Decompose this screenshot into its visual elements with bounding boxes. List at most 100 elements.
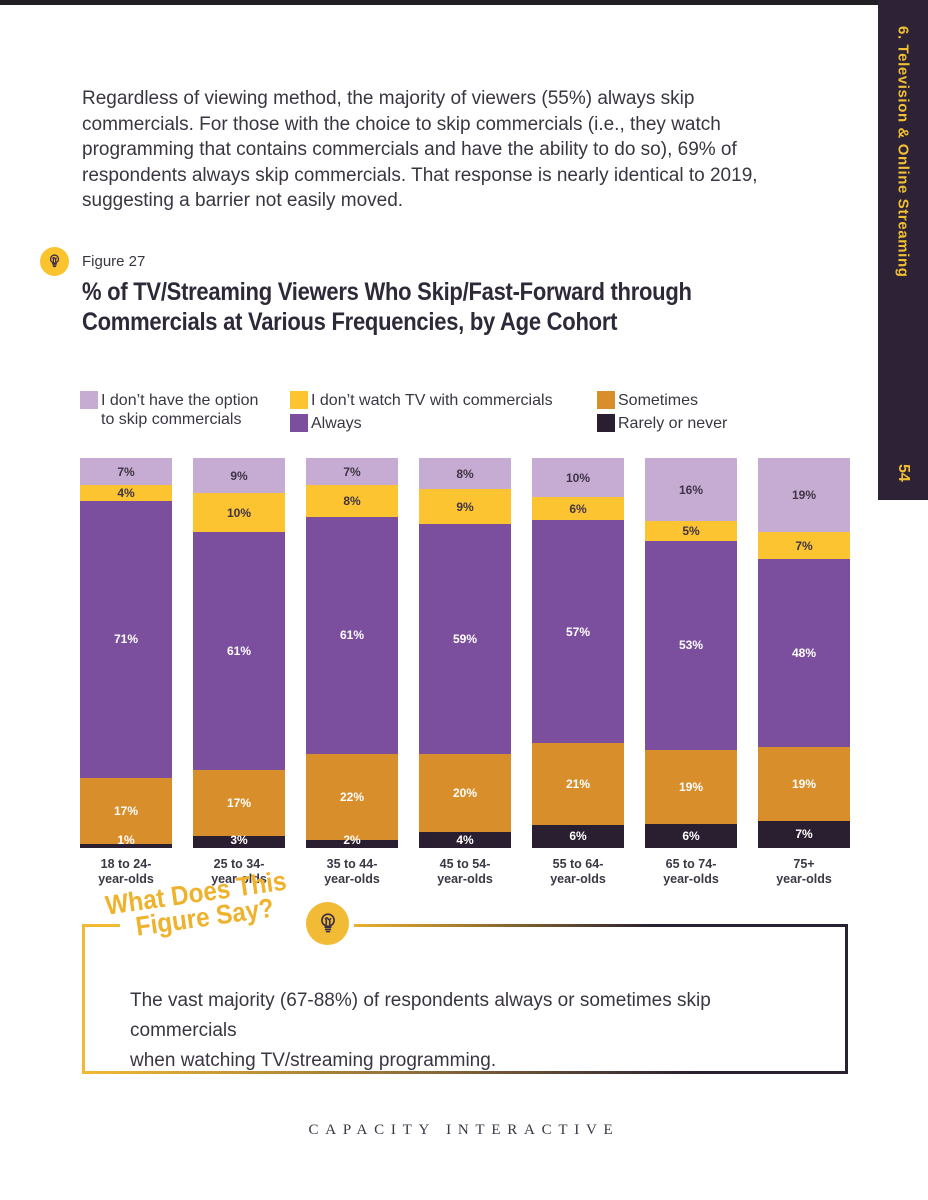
page-top-strip: [0, 0, 928, 5]
lightbulb-icon: [49, 254, 60, 268]
bar-value-label: 6%: [569, 829, 587, 844]
bar-column: 19% 7% 48% 19% 7% 75+ year-olds: [758, 458, 850, 887]
figure-title: % of TV/Streaming Viewers Who Skip/Fast-…: [82, 277, 692, 337]
bar-segment: 48%: [758, 559, 850, 747]
legend-item: Sometimes: [597, 391, 727, 410]
bar-value-label: 22%: [339, 790, 365, 805]
bar-value-label: 17%: [226, 796, 252, 811]
figure-label: Figure 27: [82, 253, 146, 270]
x-axis-label: 65 to 74- year-olds: [663, 857, 719, 886]
bar-segment: 59%: [419, 524, 511, 755]
bar-segment: 8%: [419, 458, 511, 490]
bar-stack: 19% 7% 48% 19% 7%: [758, 458, 850, 848]
bar-value-label: 19%: [791, 488, 817, 503]
bar-value-label: 8%: [456, 466, 474, 481]
page-number: 54: [895, 464, 912, 482]
bar-value-label: 10%: [226, 505, 252, 520]
bar-segment: 7%: [758, 532, 850, 560]
bar-segment: 19%: [758, 458, 850, 533]
legend-label: I don’t have the option to skip commerci…: [101, 392, 259, 428]
x-axis-label: 75+ year-olds: [776, 857, 832, 886]
bar-value-label: 61%: [339, 628, 365, 643]
bar-stack: 7% 4% 71% 17% 1%: [80, 458, 172, 848]
bar-stack: 16% 5% 53% 19% 6%: [645, 458, 737, 848]
bar-stack: 10% 6% 57% 21% 6%: [532, 458, 624, 849]
bar-value-label: 9%: [456, 499, 474, 514]
legend-swatch: [80, 391, 98, 409]
x-axis-label: 35 to 44- year-olds: [324, 857, 380, 886]
bar-segment: 5%: [645, 521, 737, 541]
bar-column: 10% 6% 57% 21% 6% 55 to 64- year-olds: [532, 458, 624, 887]
legend-item: Always: [290, 414, 553, 433]
legend-column: I don’t watch TV with commercials Always: [290, 391, 553, 437]
figure-callout-box: What Does This Figure Say? The vast majo…: [82, 866, 848, 1074]
x-axis-label: 25 to 34- year-olds: [211, 857, 267, 886]
bar-segment: 1%: [80, 833, 172, 848]
bar-segment: 4%: [419, 832, 511, 848]
bar-segment: 4%: [80, 485, 172, 501]
legend-label: Sometimes: [618, 392, 699, 409]
bar-segment: 57%: [532, 520, 624, 743]
bar-value-label: 61%: [226, 644, 252, 659]
chapter-title: 6. Television & Online Streaming: [894, 26, 912, 278]
bar-value-label: 53%: [678, 638, 704, 653]
bar-segment: 7%: [758, 820, 850, 848]
bar-value-label: 10%: [565, 470, 591, 485]
bar-value-label: 71%: [113, 632, 139, 647]
chart-legend: I don’t have the option to skip commerci…: [80, 391, 860, 439]
bar-value-label: 19%: [678, 779, 704, 794]
bar-value-label: 16%: [678, 482, 704, 497]
bar-value-label: 9%: [230, 468, 248, 483]
x-axis-label: 45 to 54- year-olds: [437, 857, 493, 886]
bar-value-label: 19%: [791, 776, 817, 791]
bar-stack: 7% 8% 61% 22% 2%: [306, 458, 398, 848]
bar-value-label: 21%: [565, 776, 591, 791]
legend-swatch: [597, 414, 615, 432]
bar-segment: 3%: [193, 833, 285, 848]
bar-segment: 53%: [645, 540, 737, 750]
bar-column: 8% 9% 59% 20% 4% 45 to 54- year-olds: [419, 458, 511, 887]
bar-column: 7% 8% 61% 22% 2% 35 to 44- year-olds: [306, 458, 398, 887]
legend-item: Rarely or never: [597, 414, 727, 433]
footer-brand: CAPACITY INTERACTIVE: [308, 1122, 620, 1138]
bar-value-label: 8%: [343, 493, 361, 508]
bar-value-label: 57%: [565, 624, 591, 639]
bar-segment: 19%: [645, 749, 737, 825]
legend-item: I don’t have the option to skip commerci…: [80, 391, 258, 429]
bar-value-label: 7%: [795, 827, 813, 842]
bar-segment: 19%: [758, 746, 850, 821]
bar-segment: 6%: [532, 497, 624, 521]
bar-segment: 20%: [419, 754, 511, 833]
bar-value-label: 59%: [452, 632, 478, 647]
legend-swatch: [290, 414, 308, 432]
bar-segment: 6%: [532, 824, 624, 849]
bar-segment: 71%: [80, 500, 172, 778]
bar-segment: 10%: [532, 458, 624, 497]
bar-segment: 17%: [80, 777, 172, 845]
legend-column: I don’t have the option to skip commerci…: [80, 391, 258, 433]
bar-value-label: 4%: [456, 833, 474, 848]
bar-value-label: 2%: [343, 833, 361, 847]
callout-lightbulb-badge: [306, 902, 349, 945]
bar-value-label: 5%: [682, 523, 700, 538]
bar-segment: 9%: [193, 458, 285, 494]
lightbulb-icon: [320, 912, 335, 932]
bar-segment: 16%: [645, 458, 737, 522]
bar-value-label: 48%: [791, 645, 817, 660]
legend-swatch: [597, 391, 615, 409]
bar-segment: 61%: [306, 516, 398, 755]
figure-title-line2: Commercials at Various Frequencies, by A…: [82, 308, 618, 336]
bar-stack: 8% 9% 59% 20% 4%: [419, 458, 511, 848]
legend-column: Sometimes Rarely or never: [597, 391, 727, 437]
bar-segment: 17%: [193, 770, 285, 837]
legend-label: Always: [311, 415, 362, 432]
figure-lightbulb-badge: [40, 247, 69, 276]
bar-stack: 9% 10% 61% 17% 3%: [193, 458, 285, 848]
bar-value-label: 17%: [113, 803, 139, 818]
bar-value-label: 6%: [569, 501, 587, 516]
callout-body-text: The vast majority (67-88%) of respondent…: [130, 990, 711, 1071]
figure-title-line1: % of TV/Streaming Viewers Who Skip/Fast-…: [82, 278, 692, 306]
bar-value-label: 1%: [117, 833, 135, 847]
bar-segment: 21%: [532, 742, 624, 825]
chart: 7% 4% 71% 17% 1% 18 to 24- year-olds 9% 10% 61% 1…: [80, 458, 850, 887]
